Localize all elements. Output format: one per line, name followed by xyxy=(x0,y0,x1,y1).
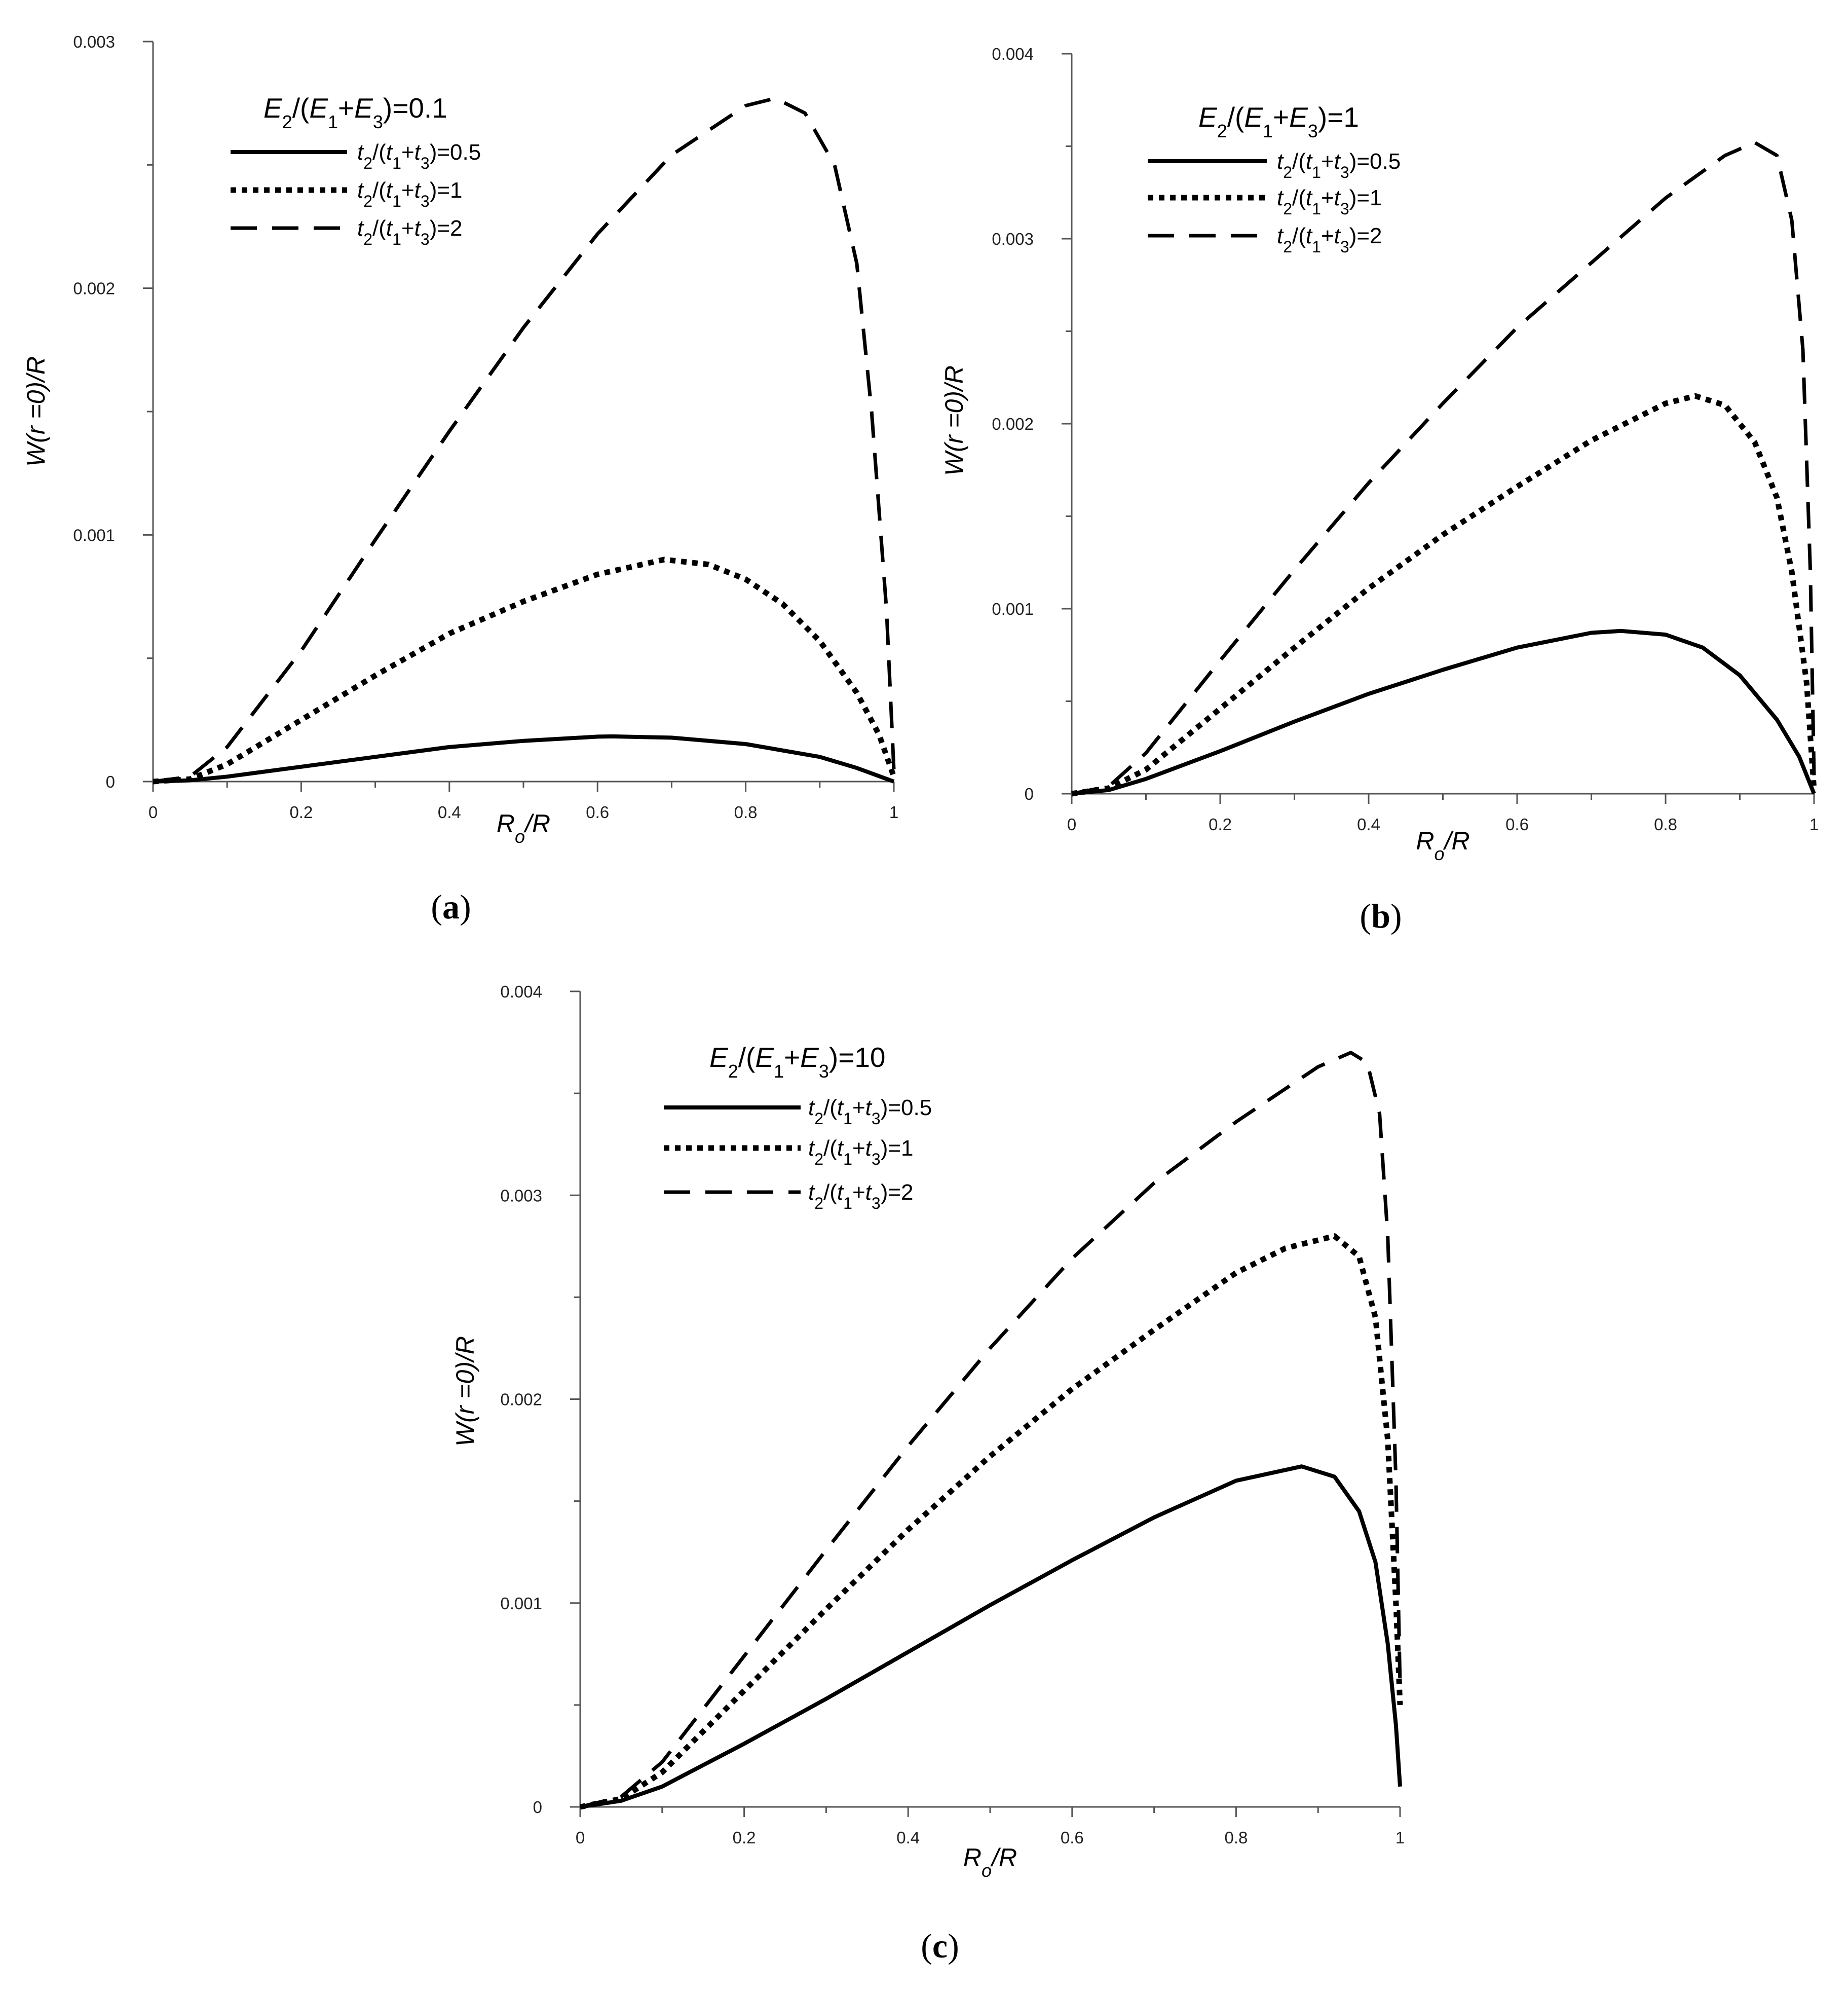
series-line-dotted xyxy=(153,557,897,785)
legend-label: t2/(t1+t3)=0.5 xyxy=(1277,149,1401,181)
x-tick-label: 1 xyxy=(889,803,898,822)
y-tick-label: 0 xyxy=(1025,785,1034,803)
x-tick-label: 0.4 xyxy=(1357,815,1380,834)
y-tick-label: 0 xyxy=(533,1798,542,1817)
series-line-solid xyxy=(153,734,895,784)
x-axis-title: Ro/R xyxy=(497,809,550,847)
y-tick-label: 0.003 xyxy=(73,32,115,51)
legend-label: t2/(t1+t3)=2 xyxy=(1277,224,1382,256)
series-line-dashed xyxy=(580,1051,1402,1809)
y-tick-label: 0.001 xyxy=(500,1594,542,1613)
x-tick-label: 1 xyxy=(1396,1828,1405,1847)
panel-c: 0 0.2 0.4 0.6 0.8 1 0 0.001 0.002 0.003 0.004 Ro/R W… xyxy=(451,982,1405,1965)
y-tick-label: 0.003 xyxy=(992,230,1034,248)
legend-label: t2/(t1+t3)=0.5 xyxy=(808,1095,932,1128)
x-tick-label: 0 xyxy=(576,1828,585,1847)
series-line-dotted xyxy=(1071,393,1817,797)
x-tick-label: 0.8 xyxy=(1224,1828,1248,1847)
panel-a: 0 0.2 0.4 0.6 0.8 1 0 0.001 0.002 0.003 Ro/R W(r =0… xyxy=(22,32,898,926)
panel-b: 0 0.2 0.4 0.6 0.8 1 0 0.001 0.002 0.003 0.004 Ro/R W… xyxy=(940,45,1819,935)
y-tick-label: 0.002 xyxy=(500,1390,542,1409)
y-tick-label: 0 xyxy=(106,772,115,791)
x-tick-label: 0.6 xyxy=(586,803,609,822)
y-axis-title: W(r =0)/R xyxy=(940,365,968,476)
x-tick-label: 0.6 xyxy=(1505,815,1529,834)
legend-label: t2/(t1+t3)=1 xyxy=(357,178,463,210)
legend-title: E2/(E1+E3)=0.1 xyxy=(263,92,447,132)
y-tick-label: 0.002 xyxy=(73,279,115,298)
x-axis-title: Ro/R xyxy=(1416,827,1469,864)
y-tick-label: 0.004 xyxy=(992,45,1034,63)
y-tick-label: 0.001 xyxy=(992,600,1034,618)
y-axis-title: W(r =0)/R xyxy=(22,356,50,467)
x-tick-label: 0.4 xyxy=(438,803,461,822)
panel-label: (c) xyxy=(921,1927,959,1965)
x-tick-label: 0.8 xyxy=(1654,815,1677,834)
x-tick-label: 0 xyxy=(148,803,158,822)
x-axis-title: Ro/R xyxy=(963,1843,1017,1881)
y-tick-label: 0.004 xyxy=(500,982,542,1001)
series-line-dashed xyxy=(153,96,896,784)
legend-label: t2/(t1+t3)=0.5 xyxy=(357,140,481,172)
legend-label: t2/(t1+t3)=1 xyxy=(1277,186,1382,218)
x-tick-label: 1 xyxy=(1809,815,1819,834)
y-axis-title: W(r =0)/R xyxy=(451,1336,479,1447)
legend-label: t2/(t1+t3)=2 xyxy=(357,216,463,248)
x-tick-label: 0.4 xyxy=(896,1828,920,1847)
panel-label: (b) xyxy=(1360,897,1402,935)
x-tick-label: 0.6 xyxy=(1061,1828,1084,1847)
x-tick-label: 0.2 xyxy=(1209,815,1232,834)
x-tick-label: 0.2 xyxy=(733,1828,756,1847)
x-tick-label: 0 xyxy=(1067,815,1076,834)
legend-label: t2/(t1+t3)=2 xyxy=(808,1180,914,1212)
legend-label: t2/(t1+t3)=1 xyxy=(808,1136,914,1168)
series-line-dashed xyxy=(1071,140,1816,796)
series-line-dotted xyxy=(579,1233,1403,1810)
series-line-solid xyxy=(1071,628,1816,796)
legend-title: E2/(E1+E3)=1 xyxy=(1198,101,1359,141)
x-tick-label: 0.8 xyxy=(734,803,758,822)
y-tick-label: 0.003 xyxy=(500,1186,542,1205)
series-line-solid xyxy=(580,1464,1402,1809)
legend-title: E2/(E1+E3)=10 xyxy=(709,1042,886,1082)
y-tick-label: 0.002 xyxy=(992,415,1034,433)
y-tick-label: 0.001 xyxy=(73,526,115,544)
x-tick-label: 0.2 xyxy=(289,803,313,822)
panel-label: (a) xyxy=(431,887,471,926)
